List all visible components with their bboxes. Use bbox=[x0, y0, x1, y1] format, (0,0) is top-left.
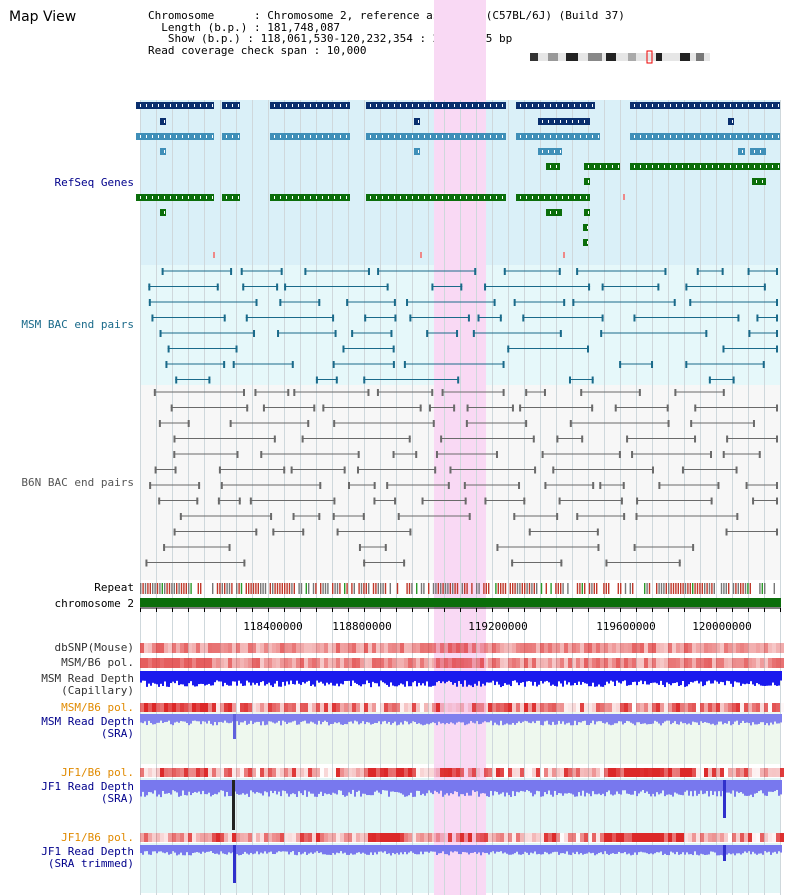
axis-tick-label: 118400000 bbox=[243, 620, 303, 633]
refseq-small-mark bbox=[213, 252, 215, 258]
dbsnp-strip bbox=[140, 643, 784, 653]
refseq-row-5 bbox=[546, 163, 780, 170]
track-label-chromosome: chromosome 2 bbox=[54, 597, 134, 610]
msm-b6-pol-strip bbox=[140, 658, 784, 668]
msm-depth-sra bbox=[140, 714, 782, 739]
ideogram-marker bbox=[646, 50, 653, 64]
track-label-repeat: Repeat bbox=[94, 581, 134, 594]
refseq-row-8 bbox=[160, 209, 590, 216]
track-label-jf1-depth-sra: JF1 Read Depth (SRA) bbox=[41, 780, 134, 805]
position-axis: 118400000 118800000 119200000 119600000 1200… bbox=[140, 607, 781, 633]
refseq-row-3 bbox=[136, 133, 780, 140]
chromosome-ideogram bbox=[530, 50, 710, 64]
refseq-row-9 bbox=[583, 224, 588, 231]
track-label-jf1-b6-pol2: JF1/B6 pol. bbox=[61, 831, 134, 844]
info-length: Length (b.p.) : 181,748,087 bbox=[161, 20, 341, 34]
refseq-row-6 bbox=[584, 178, 766, 185]
track-label-refseq[interactable]: RefSeq Genes bbox=[54, 176, 134, 189]
msm-bac-pairs bbox=[148, 268, 778, 384]
track-label-jf1-depth-trim: JF1 Read Depth (SRA trimmed) bbox=[41, 845, 134, 870]
track-label-msm-depth-sra: MSM Read Depth (SRA) bbox=[41, 715, 134, 740]
refseq-row-10 bbox=[583, 239, 588, 246]
msm-depth-capillary bbox=[140, 671, 782, 688]
track-label-dbsnp: dbSNP(Mouse) bbox=[54, 641, 134, 654]
refseq-row-4 bbox=[160, 148, 766, 155]
info-coverage: Read coverage check span : 10,000 bbox=[148, 43, 367, 57]
refseq-row-1 bbox=[136, 102, 780, 109]
b6n-bac-pairs bbox=[145, 389, 778, 567]
msm-b6-pol2-strip bbox=[140, 703, 784, 712]
chromosome-bar bbox=[140, 598, 781, 607]
track-label-msm-b6-pol2: MSM/B6 pol. bbox=[61, 701, 134, 714]
repeat-track bbox=[140, 583, 775, 594]
refseq-small-mark bbox=[420, 252, 422, 258]
grid-lines bbox=[140, 100, 781, 895]
window-title: Map View bbox=[9, 9, 77, 25]
refseq-row-7 bbox=[136, 194, 590, 201]
axis-tick-label: 119600000 bbox=[596, 620, 656, 633]
track-label-msm-b6-pol: MSM/B6 pol. bbox=[61, 656, 134, 669]
refseq-small-mark bbox=[623, 194, 625, 200]
track-label-msm-bac[interactable]: MSM BAC end pairs bbox=[21, 318, 134, 331]
track-label-jf1-b6-pol: JF1/B6 pol. bbox=[61, 766, 134, 779]
track-label-b6n-bac[interactable]: B6N BAC end pairs bbox=[21, 476, 134, 489]
jf1-depth-sra bbox=[140, 780, 782, 830]
axis-tick-label: 118800000 bbox=[332, 620, 392, 633]
jf1-b6-pol-strip bbox=[140, 768, 784, 777]
axis-tick-label: 120000000 bbox=[692, 620, 752, 633]
jf1-b6-pol2-strip bbox=[140, 833, 784, 842]
refseq-row-2 bbox=[160, 118, 734, 125]
axis-tick-label: 119200000 bbox=[468, 620, 528, 633]
refseq-small-mark bbox=[563, 252, 565, 258]
track-label-msm-depth-cap: MSM Read Depth (Capillary) bbox=[41, 672, 134, 697]
info-panel: Chromosome : Chromosome 2, reference ass… bbox=[148, 10, 625, 56]
jf1-depth-trimmed bbox=[140, 845, 782, 883]
